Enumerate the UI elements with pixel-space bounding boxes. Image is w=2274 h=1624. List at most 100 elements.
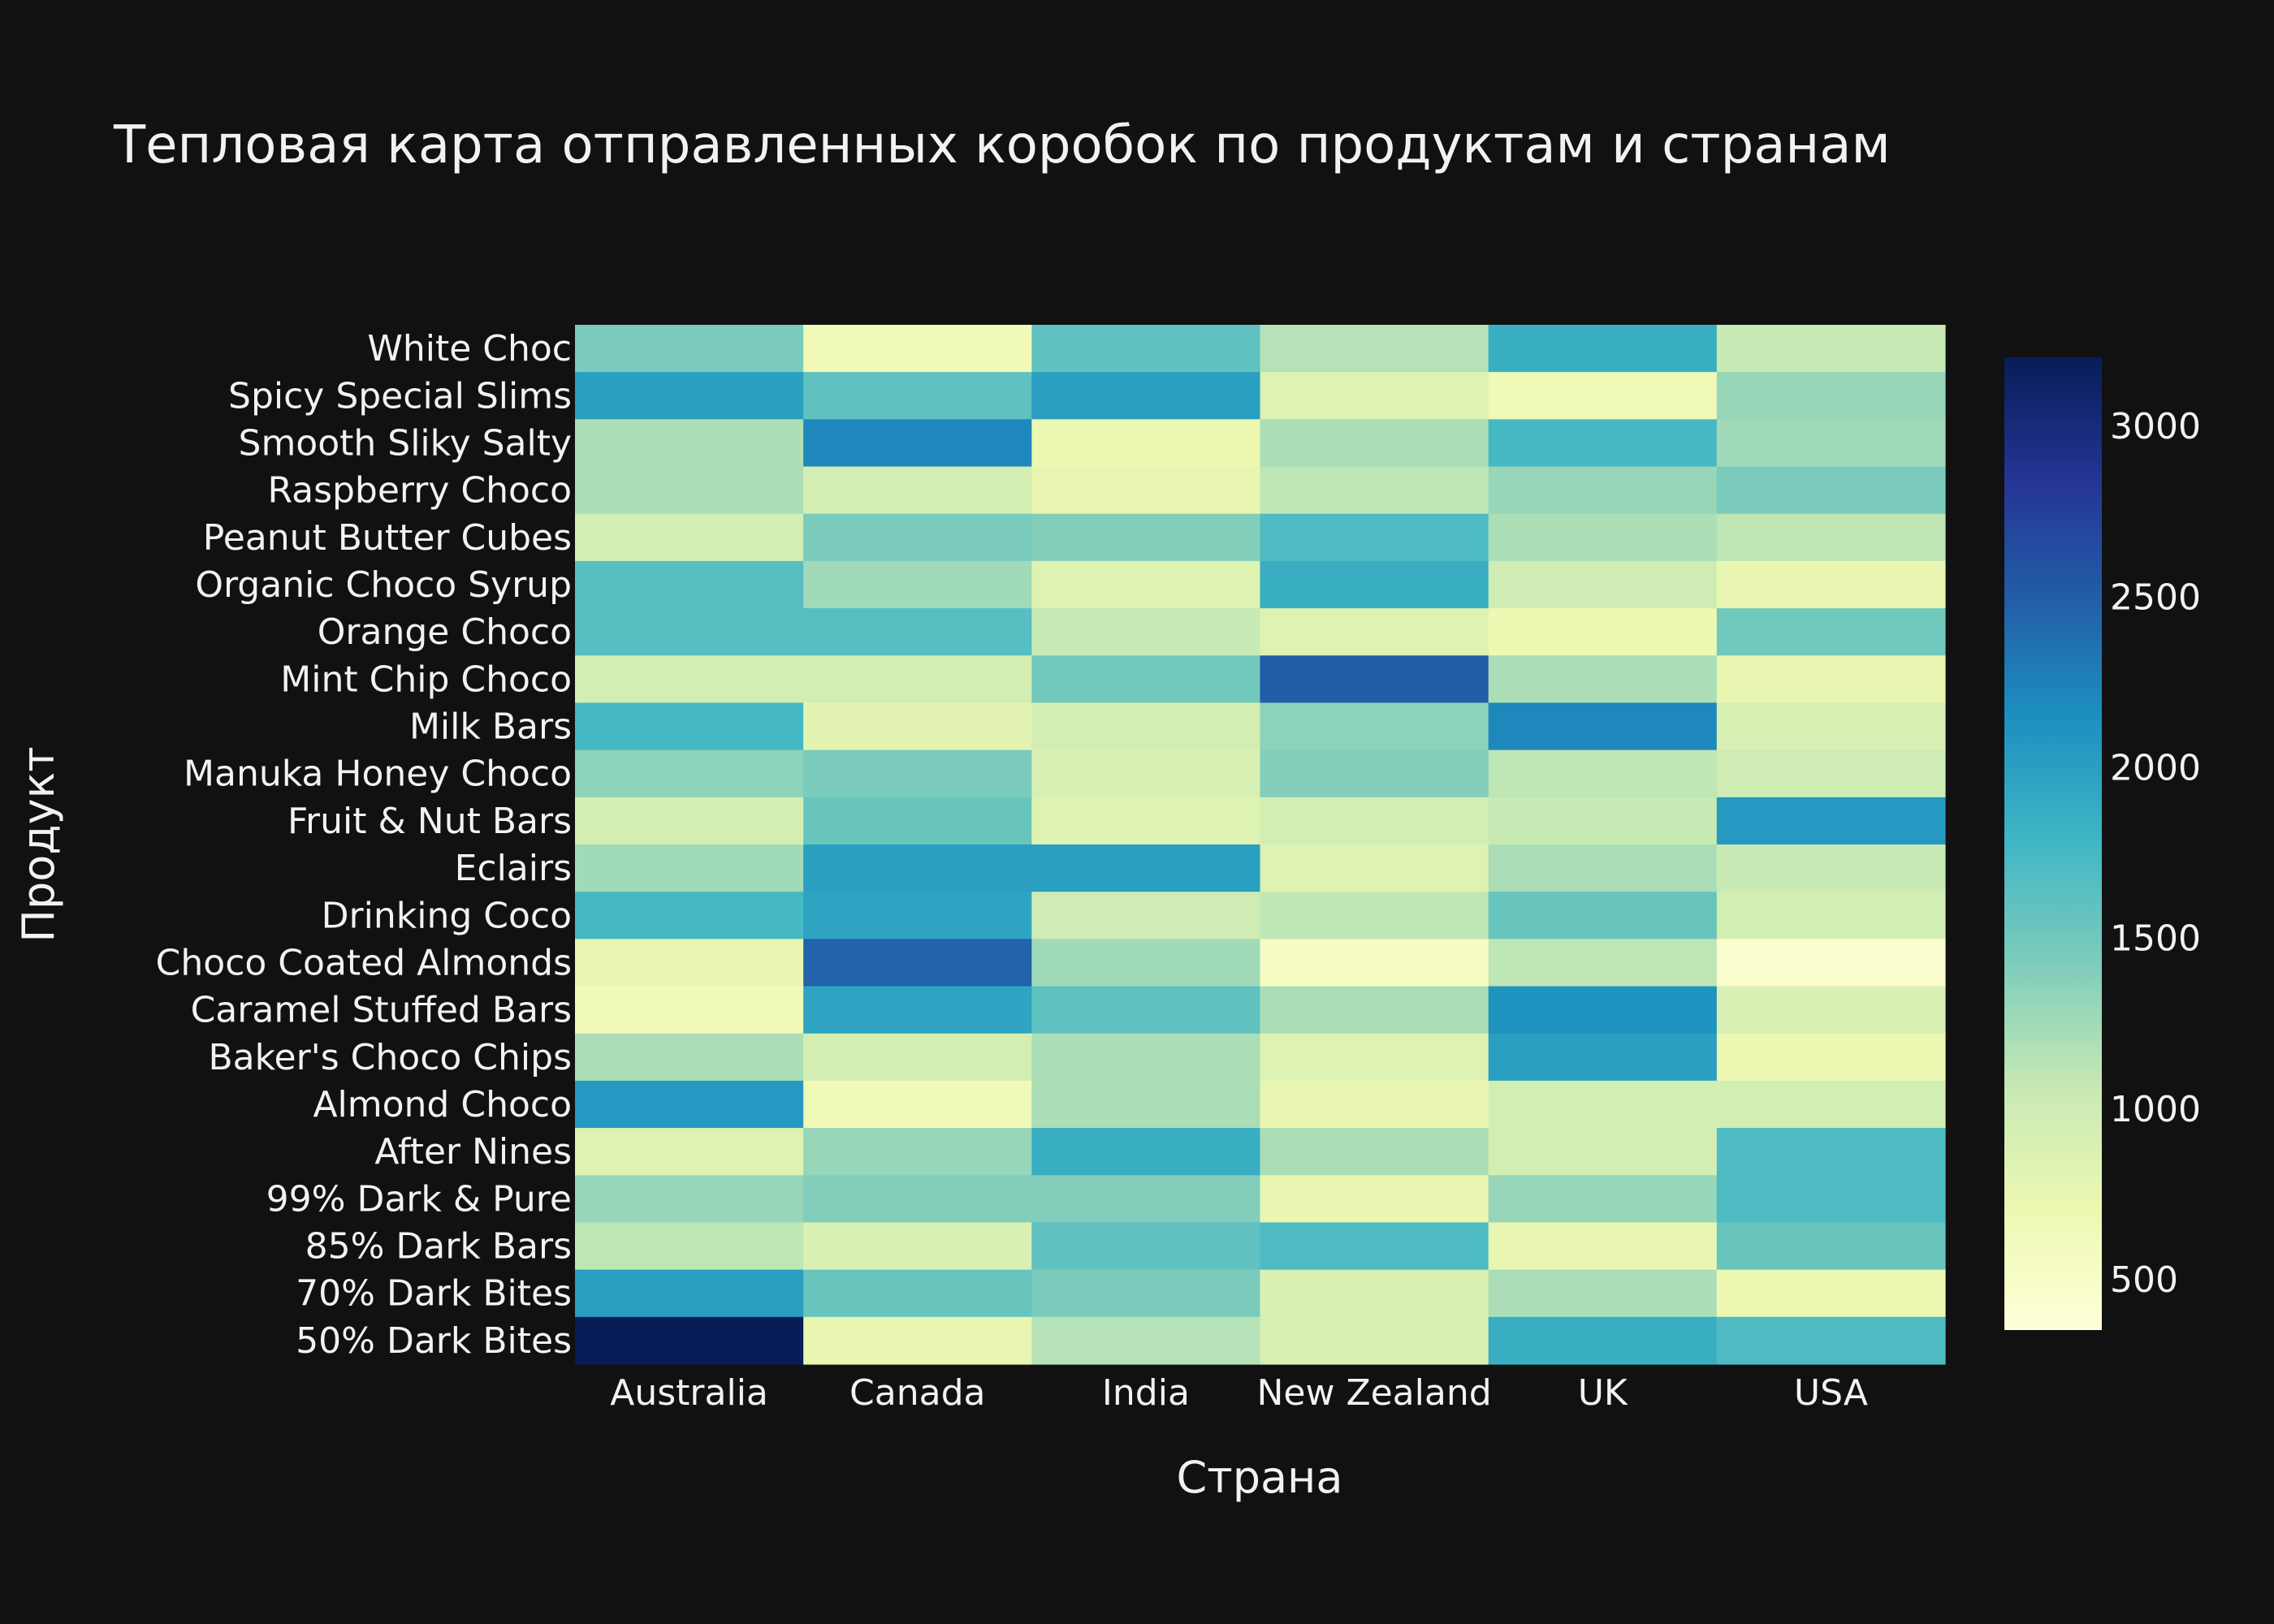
y-tick-label: Raspberry Choco xyxy=(268,470,573,512)
heatmap-cell xyxy=(1488,466,1718,515)
heatmap-cell xyxy=(1716,372,1946,420)
x-tick-label: UK xyxy=(1578,1372,1628,1414)
heatmap-cell xyxy=(1260,655,1489,704)
x-tick-label: New Zealand xyxy=(1257,1372,1492,1414)
y-tick-label: Eclairs xyxy=(455,848,572,889)
heatmap-cell xyxy=(1031,1175,1261,1224)
heatmap-cell xyxy=(1488,419,1718,468)
heatmap-cell xyxy=(1031,1033,1261,1082)
y-tick-label: Baker's Choco Chips xyxy=(208,1037,572,1078)
heatmap-cell xyxy=(803,513,1032,562)
heatmap-cell xyxy=(1260,986,1489,1034)
x-tick-label: Australia xyxy=(610,1372,768,1414)
colorbar-tick-label: 1000 xyxy=(2110,1089,2201,1130)
y-tick-labels: White Choc Spicy Special Slims Smooth Slik… xyxy=(156,328,572,1362)
heatmap-cell xyxy=(1260,325,1489,373)
heatmap-cell xyxy=(575,655,804,704)
heatmap-cell xyxy=(1488,702,1718,751)
heatmap-cell xyxy=(803,372,1032,420)
heatmap-cell xyxy=(575,844,804,892)
heatmap-cell xyxy=(1031,325,1261,373)
heatmap-cell xyxy=(1260,466,1489,515)
heatmap-cell xyxy=(575,466,804,515)
heatmap-cell xyxy=(1260,1316,1489,1365)
heatmap-cell xyxy=(1031,844,1261,892)
heatmap-cell xyxy=(1716,702,1946,751)
heatmap-cell xyxy=(575,702,804,751)
heatmap-cell xyxy=(1031,419,1261,468)
colorbar-tick-label: 3000 xyxy=(2110,406,2201,447)
heatmap-cell xyxy=(803,892,1032,939)
heatmap-cell xyxy=(1260,513,1489,562)
heatmap-cell xyxy=(803,1175,1032,1224)
heatmap-cell xyxy=(575,1175,804,1224)
heatmap-cell xyxy=(1716,749,1946,798)
heatmap-cell xyxy=(1031,560,1261,609)
heatmap-cell xyxy=(803,844,1032,892)
heatmap-cell xyxy=(803,797,1032,845)
heatmap-cell xyxy=(1031,1269,1261,1318)
heatmap-cell xyxy=(1716,1128,1946,1176)
y-tick-label: Smooth Sliky Salty xyxy=(239,422,572,464)
heatmap-cell xyxy=(1488,797,1718,845)
heatmap-cell xyxy=(1260,1175,1489,1224)
heatmap-cell xyxy=(1260,560,1489,609)
heatmap-cell xyxy=(1260,1080,1489,1129)
heatmap-cell xyxy=(1716,325,1946,373)
heatmap-cell xyxy=(1488,1175,1718,1224)
heatmap-cell xyxy=(575,797,804,845)
heatmap-cell xyxy=(1031,749,1261,798)
heatmap-cell xyxy=(1260,702,1489,751)
heatmap-cells xyxy=(575,325,1946,1365)
heatmap-cell xyxy=(1716,892,1946,939)
heatmap-cell xyxy=(1716,1080,1946,1129)
heatmap-cell xyxy=(1488,986,1718,1034)
x-tick-labels: Australia Canada India New Zealand UK USA xyxy=(610,1372,1868,1414)
heatmap-cell xyxy=(803,608,1032,656)
x-axis-title: Страна xyxy=(1177,1452,1343,1503)
colorbar-tick-label: 2500 xyxy=(2110,577,2201,618)
heatmap-cell xyxy=(803,986,1032,1034)
x-tick-label: USA xyxy=(1794,1372,1868,1414)
heatmap-cell xyxy=(1488,1269,1718,1318)
heatmap-cell xyxy=(575,749,804,798)
heatmap-cell xyxy=(1031,797,1261,845)
heatmap-cell xyxy=(1260,372,1489,420)
heatmap-cell xyxy=(1031,1128,1261,1176)
heatmap-cell xyxy=(1031,702,1261,751)
heatmap-cell xyxy=(575,419,804,468)
heatmap-cell xyxy=(1488,655,1718,704)
heatmap-cell xyxy=(1260,419,1489,468)
heatmap-cell xyxy=(803,419,1032,468)
heatmap-cell xyxy=(803,749,1032,798)
heatmap-cell xyxy=(575,1222,804,1271)
heatmap-cell xyxy=(1260,892,1489,939)
heatmap-cell xyxy=(1488,844,1718,892)
y-tick-label: Organic Choco Syrup xyxy=(195,564,572,606)
y-axis-title: Продукт xyxy=(13,746,64,942)
heatmap-cell xyxy=(1716,1316,1946,1365)
y-tick-label: 70% Dark Bites xyxy=(296,1273,572,1315)
heatmap-cell xyxy=(1716,1269,1946,1318)
heatmap-cell xyxy=(1488,939,1718,987)
heatmap-cell xyxy=(803,1080,1032,1129)
heatmap-cell xyxy=(1488,1128,1718,1176)
heatmap-cell xyxy=(1031,939,1261,987)
heatmap-cell xyxy=(575,892,804,939)
y-tick-label: 99% Dark & Pure xyxy=(266,1178,572,1220)
colorbar-tick-labels: 500 1000 1500 2000 2500 3000 xyxy=(2110,406,2201,1301)
heatmap-cell xyxy=(1488,560,1718,609)
heatmap-cell xyxy=(575,513,804,562)
colorbar xyxy=(2004,357,2102,1330)
heatmap-cell xyxy=(1260,749,1489,798)
heatmap-cell xyxy=(1031,1316,1261,1365)
heatmap-cell xyxy=(1031,1080,1261,1129)
heatmap-cell xyxy=(1716,1175,1946,1224)
x-tick-label: India xyxy=(1102,1372,1190,1414)
heatmap-cell xyxy=(1031,1222,1261,1271)
heatmap-cell xyxy=(1716,797,1946,845)
y-tick-label: Spicy Special Slims xyxy=(228,375,572,417)
heatmap-cell xyxy=(803,466,1032,515)
heatmap-cell xyxy=(803,1128,1032,1176)
